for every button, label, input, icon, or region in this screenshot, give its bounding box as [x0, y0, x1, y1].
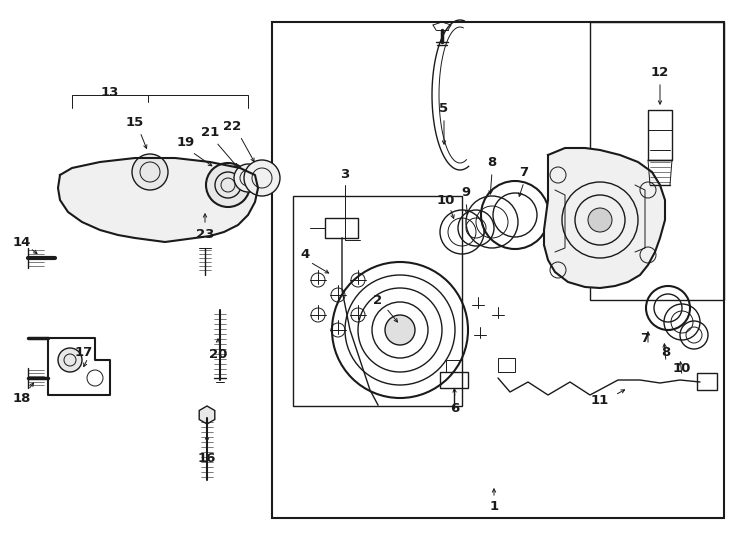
- Text: 15: 15: [126, 116, 144, 129]
- Text: 12: 12: [651, 65, 669, 78]
- Text: 19: 19: [177, 136, 195, 148]
- Polygon shape: [544, 148, 665, 288]
- Text: 21: 21: [201, 125, 219, 138]
- Text: 3: 3: [341, 168, 349, 181]
- Text: 5: 5: [440, 102, 448, 114]
- Text: 10: 10: [437, 193, 455, 206]
- Bar: [498, 358, 515, 372]
- Text: 8: 8: [487, 156, 497, 168]
- Bar: [648, 110, 672, 160]
- Circle shape: [234, 164, 262, 192]
- Text: 22: 22: [223, 119, 241, 132]
- Bar: [272, 22, 724, 518]
- Text: 20: 20: [208, 348, 228, 361]
- Text: 9: 9: [462, 186, 470, 199]
- Text: 16: 16: [197, 451, 217, 464]
- Circle shape: [385, 315, 415, 345]
- Text: 4: 4: [300, 248, 310, 261]
- Bar: [446, 360, 462, 372]
- Polygon shape: [58, 158, 258, 242]
- Text: 18: 18: [12, 392, 31, 404]
- Text: 17: 17: [75, 346, 93, 359]
- Text: 14: 14: [12, 235, 31, 248]
- Text: 6: 6: [451, 402, 459, 415]
- Bar: [697, 373, 717, 390]
- Circle shape: [132, 154, 168, 190]
- Circle shape: [244, 160, 280, 196]
- Text: 23: 23: [196, 228, 214, 241]
- Circle shape: [58, 348, 82, 372]
- Text: 13: 13: [101, 85, 119, 98]
- Text: 11: 11: [591, 394, 609, 407]
- Text: 10: 10: [673, 361, 691, 375]
- Text: 8: 8: [661, 347, 671, 360]
- Text: 1: 1: [490, 500, 498, 512]
- Text: 2: 2: [374, 294, 382, 307]
- Bar: [440, 372, 468, 388]
- Bar: [590, 22, 724, 300]
- Text: 7: 7: [641, 332, 650, 345]
- Bar: [293, 196, 462, 406]
- Text: 7: 7: [520, 165, 528, 179]
- Bar: [325, 218, 358, 238]
- Circle shape: [588, 208, 612, 232]
- Circle shape: [206, 163, 250, 207]
